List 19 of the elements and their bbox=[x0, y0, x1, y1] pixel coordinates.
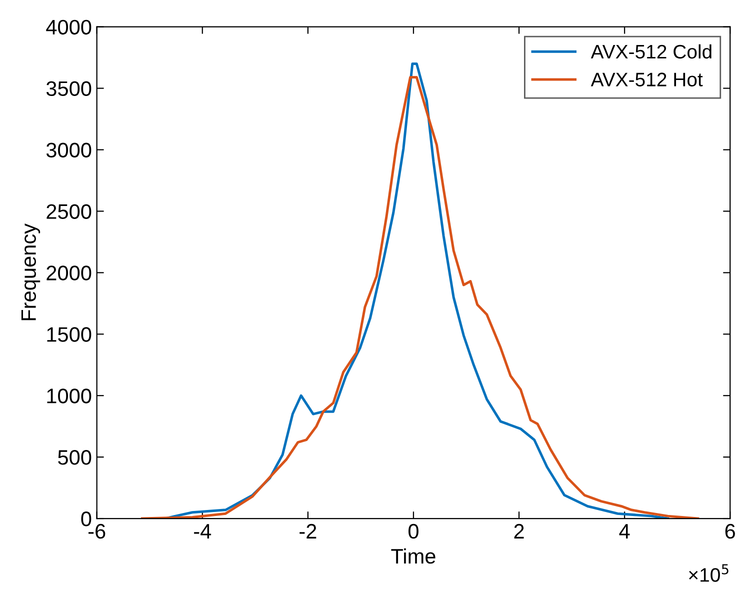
y-tick-label: 2000 bbox=[46, 266, 92, 280]
x-tick-label: -4 bbox=[194, 524, 212, 538]
y-tick-label: 2500 bbox=[46, 204, 92, 219]
y-tick-label: 1500 bbox=[47, 327, 92, 342]
y-tick-label: 4000 bbox=[46, 20, 92, 35]
y-tick-label: 3500 bbox=[46, 81, 92, 96]
legend-label: AVX-512 Cold bbox=[590, 44, 712, 59]
legend-label: AVX-512 Hot bbox=[590, 72, 703, 86]
y-tick-label: 3000 bbox=[46, 142, 92, 158]
x-tick-label: -2 bbox=[300, 524, 316, 538]
text: ×10$^{5}$ bbox=[689, 564, 728, 582]
x-axis-title: Time bbox=[391, 548, 436, 564]
y-tick-label: 1000 bbox=[47, 388, 92, 404]
x-tick-label: 6 bbox=[725, 524, 735, 539]
y-axis-title: Frequency bbox=[21, 223, 40, 320]
x-tick-label: 4 bbox=[619, 524, 630, 538]
x-tick-label: 2 bbox=[514, 524, 524, 538]
x-tick-label: 0 bbox=[408, 524, 418, 539]
y-tick-label: 500 bbox=[58, 450, 92, 465]
